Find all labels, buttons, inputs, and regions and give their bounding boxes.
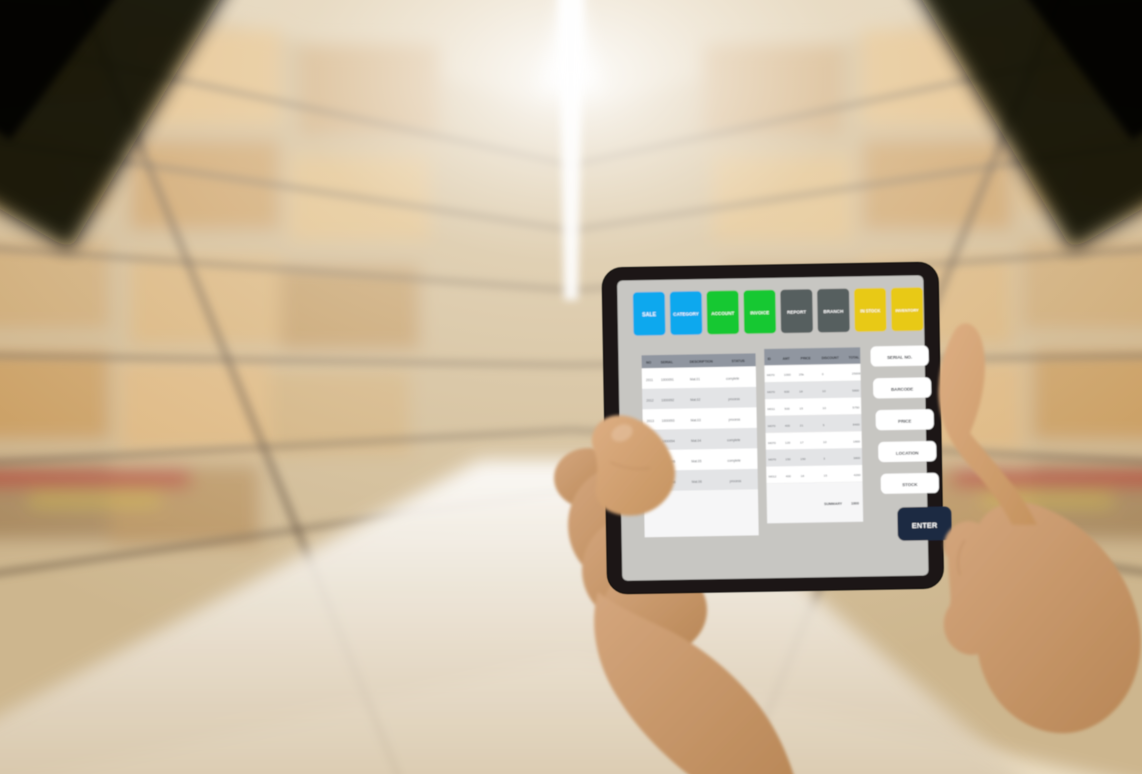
svg-text:25k: 25k [799, 372, 805, 376]
svg-text:2013: 2013 [647, 419, 655, 423]
svg-text:400: 400 [785, 424, 791, 428]
svg-text:Mat.03: Mat.03 [691, 418, 701, 422]
svg-text:STOCK: STOCK [902, 482, 918, 487]
svg-text:process: process [730, 479, 742, 483]
svg-text:STATUS: STATUS [732, 359, 746, 363]
svg-text:18: 18 [799, 390, 803, 394]
svg-text:3800: 3800 [853, 456, 860, 460]
svg-text:Mat.04: Mat.04 [691, 439, 701, 443]
svg-text:Mat.01: Mat.01 [690, 377, 700, 381]
svg-text:process: process [728, 397, 740, 401]
svg-text:DISCOUNT: DISCOUNT [822, 356, 839, 360]
svg-text:2011: 2011 [646, 378, 653, 382]
svg-text:M070: M070 [768, 441, 776, 445]
svg-text:10: 10 [822, 406, 826, 410]
svg-text:ACCOUNT: ACCOUNT [711, 311, 734, 316]
svg-text:Mat.05: Mat.05 [691, 459, 701, 463]
svg-text:600: 600 [784, 390, 790, 394]
svg-text:Mat.02: Mat.02 [690, 398, 700, 402]
svg-text:NO: NO [646, 361, 652, 365]
svg-text:BRANCH: BRANCH [823, 309, 844, 314]
svg-text:process: process [729, 418, 741, 422]
svg-text:PRICE: PRICE [801, 356, 812, 360]
svg-text:TOTAL: TOTAL [849, 355, 860, 359]
svg-text:5750: 5750 [852, 406, 859, 410]
svg-text:complete: complete [727, 438, 741, 442]
svg-text:120: 120 [785, 441, 791, 445]
svg-text:CATEGORY: CATEGORY [673, 311, 699, 316]
svg-text:17: 17 [800, 441, 804, 445]
svg-text:PRICE: PRICE [898, 419, 912, 424]
svg-text:DESCRIPTION: DESCRIPTION [690, 360, 714, 364]
svg-text:M011: M011 [767, 407, 775, 411]
svg-text:M070: M070 [767, 390, 775, 394]
svg-text:AMT: AMT [783, 357, 790, 361]
svg-text:1000092: 1000092 [661, 398, 674, 402]
svg-text:SALE: SALE [642, 312, 656, 318]
svg-text:8400: 8400 [853, 423, 860, 427]
svg-text:10: 10 [823, 440, 827, 444]
svg-text:Mat.06: Mat.06 [692, 480, 702, 484]
svg-text:1000093: 1000093 [662, 419, 675, 423]
svg-text:15: 15 [824, 474, 828, 478]
svg-text:complete: complete [727, 459, 741, 463]
svg-text:1000: 1000 [784, 373, 791, 377]
svg-text:M012: M012 [769, 474, 777, 478]
svg-text:IN STOCK: IN STOCK [860, 308, 880, 313]
svg-text:500: 500 [784, 407, 790, 411]
svg-text:25000: 25000 [852, 372, 861, 376]
svg-text:150: 150 [800, 457, 806, 461]
svg-text:REPORT: REPORT [787, 309, 806, 314]
svg-text:ENTER: ENTER [912, 521, 938, 530]
svg-text:400: 400 [786, 474, 792, 478]
svg-text:INVENTORY: INVENTORY [895, 307, 919, 312]
svg-text:4200: 4200 [854, 473, 861, 477]
svg-text:SERIAL NO.: SERIAL NO. [887, 355, 912, 360]
svg-text:LOCATION: LOCATION [896, 450, 919, 455]
svg-text:SUMMARY: SUMMARY [824, 502, 843, 506]
svg-text:INVOICE: INVOICE [750, 310, 769, 315]
svg-text:M070: M070 [767, 373, 775, 377]
svg-text:1800: 1800 [853, 440, 860, 444]
svg-text:M070: M070 [768, 457, 776, 461]
svg-text:18: 18 [801, 474, 805, 478]
svg-text:10: 10 [822, 389, 826, 393]
svg-text:2012: 2012 [646, 399, 654, 403]
svg-text:complete: complete [726, 377, 740, 381]
svg-text:1000091: 1000091 [661, 378, 674, 382]
svg-text:SERIAL: SERIAL [661, 360, 674, 364]
svg-text:M070: M070 [768, 424, 776, 428]
svg-text:BARCODE: BARCODE [891, 387, 913, 392]
svg-text:1000: 1000 [851, 502, 859, 506]
svg-text:21: 21 [800, 424, 804, 428]
svg-text:5800: 5800 [852, 389, 859, 393]
svg-text:150: 150 [785, 457, 791, 461]
svg-text:15: 15 [799, 407, 803, 411]
